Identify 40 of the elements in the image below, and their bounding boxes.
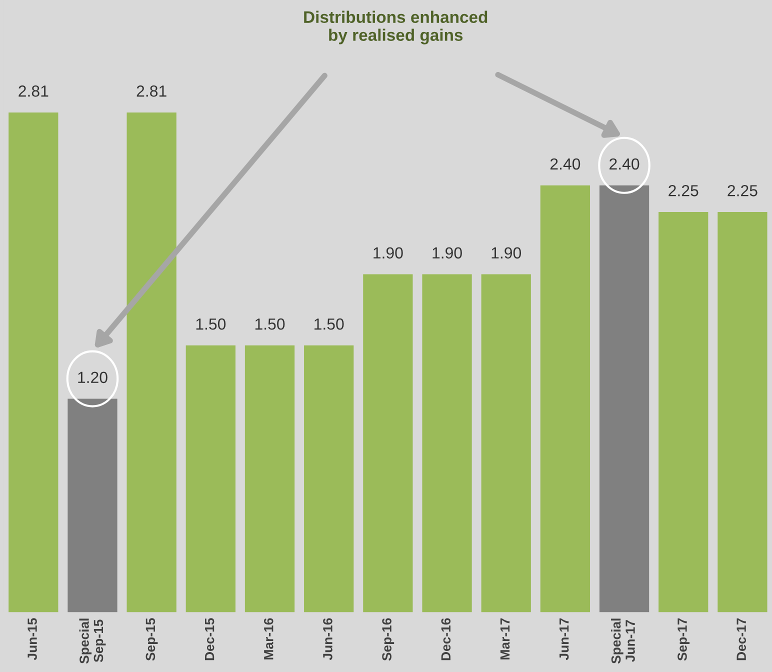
bar xyxy=(599,185,650,612)
bar xyxy=(540,185,590,612)
x-tick-label: Special Jun-17 xyxy=(611,618,635,664)
x-tick-label: Jun-16 xyxy=(323,618,332,660)
bar xyxy=(244,345,295,612)
x-tick-label: Dec-16 xyxy=(441,618,451,660)
data-label: 2.40 xyxy=(610,158,640,170)
bar xyxy=(304,345,354,612)
data-label: 1.50 xyxy=(314,318,344,330)
x-tick-label: Sep-16 xyxy=(382,618,394,661)
data-label: 1.90 xyxy=(492,247,522,259)
x-tick-label: Mar-16 xyxy=(264,618,274,660)
x-tick-label: Mar-17 xyxy=(500,618,510,660)
bar xyxy=(422,274,472,612)
data-label: 1.20 xyxy=(78,372,108,384)
data-label: 1.90 xyxy=(374,247,403,259)
bar xyxy=(8,112,58,612)
bar xyxy=(718,212,768,612)
bar xyxy=(481,274,531,612)
text: Distributions enhanced by realised gains xyxy=(304,10,488,44)
data-label: 1.50 xyxy=(196,318,226,330)
data-label: 1.50 xyxy=(255,318,285,330)
x-tick-label: Dec-15 xyxy=(205,618,214,660)
data-label: 2.81 xyxy=(136,85,166,97)
x-tick-label: Sep-15 xyxy=(146,618,158,661)
bar xyxy=(658,212,708,612)
x-tick-label: Sep-17 xyxy=(678,618,690,661)
data-label: 1.90 xyxy=(432,247,462,259)
x-tick-label: Special Sep-15 xyxy=(79,618,106,664)
bar xyxy=(363,274,413,612)
data-label: 2.81 xyxy=(18,85,48,97)
x-tick-label: Dec-17 xyxy=(736,618,746,660)
data-label: 2.25 xyxy=(728,185,758,196)
data-label: 2.25 xyxy=(668,185,698,196)
bar xyxy=(126,112,176,612)
x-tick-label: Jun-15 xyxy=(28,618,37,660)
x-tick-label: Jun-17 xyxy=(560,618,569,660)
bar xyxy=(186,345,236,612)
data-label: 2.40 xyxy=(550,158,580,170)
bar xyxy=(68,398,118,612)
